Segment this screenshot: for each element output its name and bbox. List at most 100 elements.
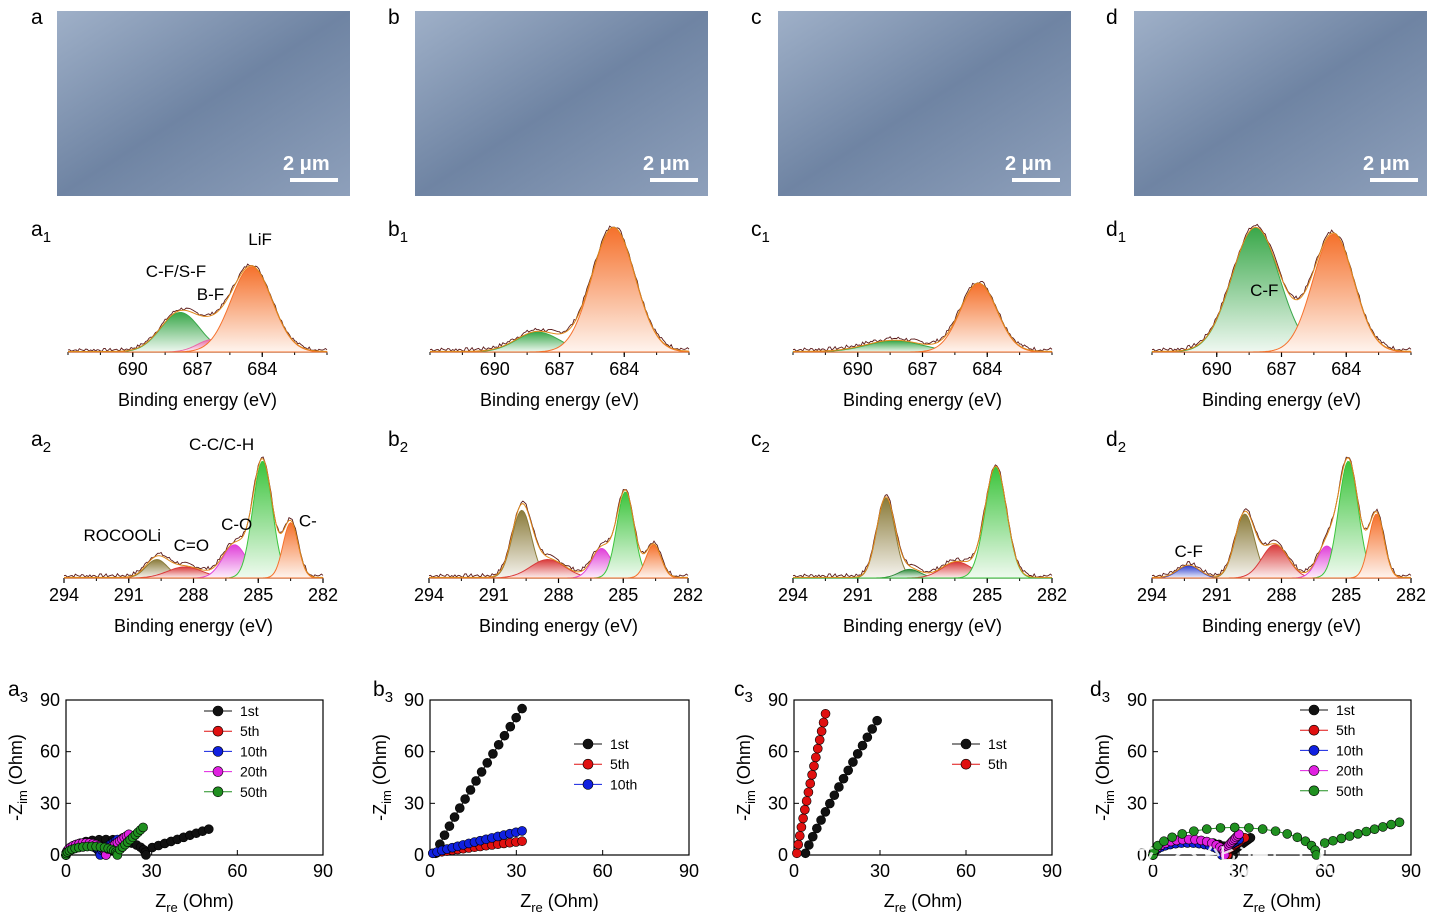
data-point-50th [1189,826,1199,836]
data-point-1st [499,730,510,741]
data-point-5th [811,752,821,763]
panel-subscript: 1 [43,229,51,246]
x-tick-label: 30 [142,861,162,881]
panel-label-a: a [31,6,43,29]
data-point-1st [825,798,835,809]
x-tick-label: 282 [673,585,703,605]
legend-label: 20th [240,764,267,780]
label-subscript: im [743,790,758,804]
x-tick-label: 90 [1401,861,1421,881]
label-main: -Z [370,804,390,821]
legend-marker [582,738,594,750]
x-tick-label: 294 [49,585,79,605]
panel-label-b3: b3 [373,678,393,706]
scale-bar-label-c: 2 μm [1005,153,1052,175]
sem-image-a [57,11,350,196]
panel-subscript: 2 [762,439,770,456]
y-tick-label: 60 [768,742,788,762]
x-tick-label: 291 [479,585,509,605]
peak-annotation: LiF [248,230,272,249]
x-tick-label: 684 [247,359,277,379]
label-subscript: re [1254,900,1266,915]
x-tick-label: 690 [480,359,510,379]
x-tick-label: 285 [243,585,273,605]
sem-image-d [1134,11,1427,196]
x-tick-label: 0 [1148,861,1158,881]
sem-panel-a: a 2 μm [31,6,350,196]
data-point-5th [814,735,825,745]
panel-letter: c [734,678,745,701]
label-subscript: re [166,900,178,915]
legend-label: 5th [988,756,1007,772]
legend-marker [212,725,224,737]
data-point-50th [1386,819,1397,830]
panel-label-d2: d2 [1106,428,1126,456]
data-point-1st [820,807,831,817]
label-subscript: re [531,900,543,915]
label-main: Z [884,891,895,911]
legend-marker [960,738,972,750]
panel-letter: a [31,218,43,241]
legend-label: 10th [1336,742,1363,758]
legend-label: 1st [240,703,259,719]
data-point-50th [1177,829,1187,839]
sem-panel-c: c 2 μm [751,6,1071,196]
y-tick-label: 60 [40,742,60,762]
x-tick-label: 0 [789,861,799,881]
data-point-5th [798,813,808,824]
data-point-1st [867,724,878,734]
data-point-50th [1215,823,1226,833]
data-point-5th [796,822,807,832]
x-tick-label: 684 [609,359,639,379]
legend-label: 1st [1336,702,1355,718]
data-point-5th [816,726,827,737]
y-axis-label: -Zim (Ohm) [6,734,30,821]
data-point-50th [1353,829,1363,839]
data-point-1st [488,749,498,759]
legend-marker [212,705,224,717]
y-axis-label: -Zim (Ohm) [734,734,758,821]
scale-bar-label-a: 2 μm [283,153,330,175]
peak-annotation: C-F [1250,281,1278,300]
x-tick-label: 60 [227,861,247,881]
sem-image-b [415,11,708,196]
sem-panel-d: d 2 μm [1106,6,1427,196]
envelope-curve [63,456,324,578]
y-tick-label: 0 [414,845,424,865]
legend-label: 50th [1336,783,1363,799]
data-point-1st [439,830,450,840]
x-tick-label: 285 [972,585,1002,605]
plot-frame [429,699,690,856]
data-point-1st [141,850,151,860]
data-point-50th [1361,826,1372,837]
x-tick-label: 291 [1202,585,1232,605]
chart-b1: b1 690 687 684 Binding energy (eV) [388,218,690,410]
y-tick-label: 0 [778,845,788,865]
panel-label-d1: d1 [1106,218,1126,246]
legend-marker [1308,785,1320,797]
data-point-50th [1167,832,1177,843]
label-rest: (Ohm) [906,891,962,911]
peak-annotation: C-O [221,515,252,534]
y-tick-label: 0 [1137,845,1147,865]
envelope-curve [428,489,689,578]
data-point-1st [505,721,516,732]
x-axis-label: Binding energy (eV) [480,390,639,410]
data-point-1st [449,812,460,822]
watermark: 知乎 @能源学人 [1090,844,1339,884]
x-axis-label: Zre (Ohm) [520,891,599,915]
panel-subscript: 3 [1102,689,1110,706]
x-tick-label: 684 [972,359,1002,379]
panel-letter: b [373,678,385,701]
label-main: -Z [734,804,754,821]
panel-subscript: 3 [385,689,393,706]
data-point-1st [829,790,840,801]
panel-label-d: d [1106,6,1118,29]
legend-label: 5th [1336,722,1355,738]
label-rest: (Ohm) [178,891,234,911]
panel-label-a1: a1 [31,218,51,246]
scale-bar-label-b: 2 μm [643,153,690,175]
panel-letter: a [8,678,20,701]
panel-label-d3: d3 [1090,678,1110,706]
